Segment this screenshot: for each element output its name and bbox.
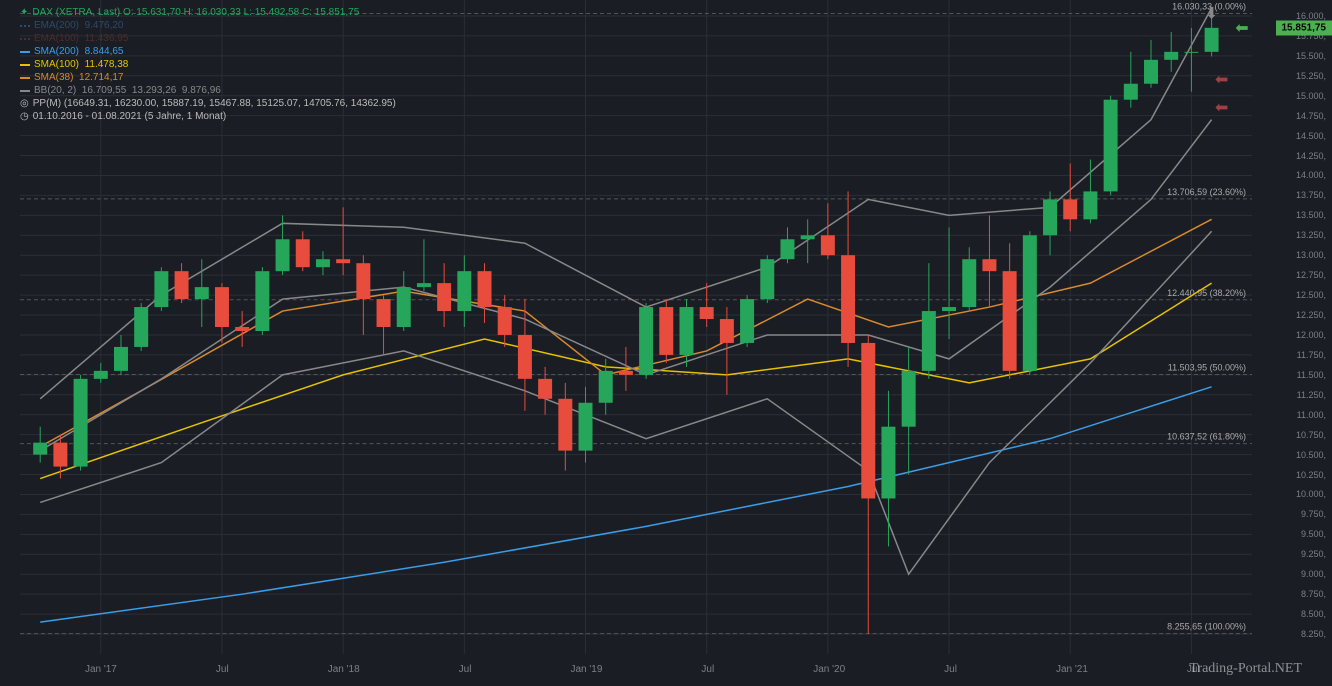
ohlc-text: DAX (XETRA, Last) O: 15.631,70 H: 16.030… bbox=[32, 6, 359, 19]
y-tick: 14.750, bbox=[1296, 111, 1326, 121]
pivot-label: PP(M) (16649.31, 16230.00, 15887.19, 154… bbox=[33, 97, 396, 110]
indicator-swatch bbox=[20, 64, 30, 66]
indicator-label: EMA(100) 11.436,95 bbox=[34, 32, 128, 45]
y-tick: 10.750, bbox=[1296, 430, 1326, 440]
watermark-suffix: .NET bbox=[1271, 661, 1302, 676]
indicator-label: BB(20, 2) 16.709,55 13.293,26 9.876,96 bbox=[34, 84, 221, 97]
y-tick: 11.250, bbox=[1297, 390, 1326, 400]
pivot-row: ◎ PP(M) (16649.31, 16230.00, 15887.19, 1… bbox=[20, 97, 396, 110]
watermark: Trading-Portal.NET bbox=[1189, 652, 1302, 678]
range-row: ◷ 01.10.2016 - 01.08.2021 (5 Jahre, 1 Mo… bbox=[20, 110, 396, 123]
y-tick: 8.750, bbox=[1301, 589, 1326, 599]
indicator-label: SMA(200) 8.844,65 bbox=[34, 45, 124, 58]
x-axis: Jan '17 Jul Jan '18 Jul Jan '19 Jul Jan '20 Jul… bbox=[20, 656, 1252, 686]
y-tick: 10.500, bbox=[1296, 450, 1326, 460]
x-tick: Jan '20 bbox=[813, 664, 845, 675]
y-tick: 9.000, bbox=[1301, 569, 1326, 579]
range-label: 01.10.2016 - 01.08.2021 (5 Jahre, 1 Mona… bbox=[33, 110, 226, 123]
x-tick: Jul bbox=[459, 664, 472, 675]
svg-text:10.637,52 (61.80%): 10.637,52 (61.80%) bbox=[1167, 432, 1246, 442]
y-axis: 8.250, 8.500, 8.750, 9.000, 9.250, 9.500, 9.75… bbox=[1254, 0, 1332, 654]
last-price-value: 15.851,75 bbox=[1282, 22, 1327, 33]
indicator-row: SMA(100) 11.478,38 bbox=[20, 58, 396, 71]
y-tick: 11.500, bbox=[1297, 370, 1326, 380]
x-tick: Jan '21 bbox=[1056, 664, 1088, 675]
x-tick: Jan '19 bbox=[570, 664, 602, 675]
y-tick: 9.500, bbox=[1301, 529, 1326, 539]
svg-text:⬅: ⬅ bbox=[1215, 72, 1228, 89]
svg-text:⬅: ⬅ bbox=[1215, 100, 1228, 117]
indicator-swatch bbox=[20, 51, 30, 53]
indicator-label: EMA(200) 9.476,20 bbox=[34, 19, 124, 32]
last-price-tag: 15.851,75 bbox=[1276, 20, 1332, 35]
y-tick: 13.500, bbox=[1296, 210, 1326, 220]
y-tick: 14.500, bbox=[1296, 131, 1326, 141]
chart-symbol-icon: ✦ bbox=[20, 6, 28, 19]
indicator-row: BB(20, 2) 16.709,55 13.293,26 9.876,96 bbox=[20, 84, 396, 97]
indicator-row: EMA(200) 9.476,20 bbox=[20, 19, 396, 32]
svg-text:⬅: ⬅ bbox=[1235, 20, 1248, 37]
y-tick: 13.000, bbox=[1296, 250, 1326, 260]
x-tick: Jan '18 bbox=[328, 664, 360, 675]
indicator-label: SMA(38) 12.714,17 bbox=[34, 71, 124, 84]
indicator-swatch bbox=[20, 77, 30, 79]
y-tick: 10.250, bbox=[1296, 470, 1326, 480]
indicator-row: EMA(100) 11.436,95 bbox=[20, 32, 396, 45]
watermark-main: Trading-Portal bbox=[1189, 661, 1271, 676]
indicator-label: SMA(100) 11.478,38 bbox=[34, 58, 128, 71]
y-tick: 9.750, bbox=[1301, 509, 1326, 519]
x-tick: Jul bbox=[701, 664, 714, 675]
svg-text:8.255,65 (100.00%): 8.255,65 (100.00%) bbox=[1167, 622, 1246, 632]
y-tick: 13.750, bbox=[1296, 190, 1326, 200]
y-tick: 12.500, bbox=[1296, 290, 1326, 300]
clock-icon: ◷ bbox=[20, 110, 29, 123]
y-tick: 9.250, bbox=[1301, 549, 1326, 559]
svg-text:⬇: ⬇ bbox=[1205, 6, 1218, 23]
target-icon: ◎ bbox=[20, 97, 29, 110]
indicator-legend: ✦ DAX (XETRA, Last) O: 15.631,70 H: 16.0… bbox=[20, 6, 396, 123]
y-tick: 12.250, bbox=[1296, 310, 1326, 320]
indicator-swatch bbox=[20, 25, 30, 27]
candlestick-chart: ✦ DAX (XETRA, Last) O: 15.631,70 H: 16.0… bbox=[0, 0, 1332, 686]
y-tick: 8.500, bbox=[1301, 609, 1326, 619]
y-tick: 8.250, bbox=[1301, 629, 1326, 639]
y-tick: 14.250, bbox=[1296, 151, 1326, 161]
x-tick: Jan '17 bbox=[85, 664, 117, 675]
indicator-row: SMA(200) 8.844,65 bbox=[20, 45, 396, 58]
y-tick: 11.750, bbox=[1297, 350, 1326, 360]
y-tick: 12.750, bbox=[1296, 270, 1326, 280]
y-tick: 14.000, bbox=[1296, 170, 1326, 180]
x-tick: Jul bbox=[944, 664, 957, 675]
indicator-swatch bbox=[20, 38, 30, 40]
indicator-row: SMA(38) 12.714,17 bbox=[20, 71, 396, 84]
y-tick: 15.000, bbox=[1296, 91, 1326, 101]
y-tick: 13.250, bbox=[1296, 230, 1326, 240]
svg-text:12.440,95 (38.20%): 12.440,95 (38.20%) bbox=[1167, 288, 1246, 298]
y-tick: 12.000, bbox=[1296, 330, 1326, 340]
y-tick: 15.500, bbox=[1296, 51, 1326, 61]
indicator-swatch bbox=[20, 90, 30, 92]
x-tick: Jul bbox=[216, 664, 229, 675]
y-tick: 15.250, bbox=[1296, 71, 1326, 81]
svg-text:11.503,95 (50.00%): 11.503,95 (50.00%) bbox=[1168, 363, 1246, 373]
svg-text:13.706,59 (23.60%): 13.706,59 (23.60%) bbox=[1167, 187, 1246, 197]
y-tick: 10.000, bbox=[1296, 489, 1326, 499]
ohlc-row: ✦ DAX (XETRA, Last) O: 15.631,70 H: 16.0… bbox=[20, 6, 396, 19]
y-tick: 11.000, bbox=[1297, 410, 1326, 420]
